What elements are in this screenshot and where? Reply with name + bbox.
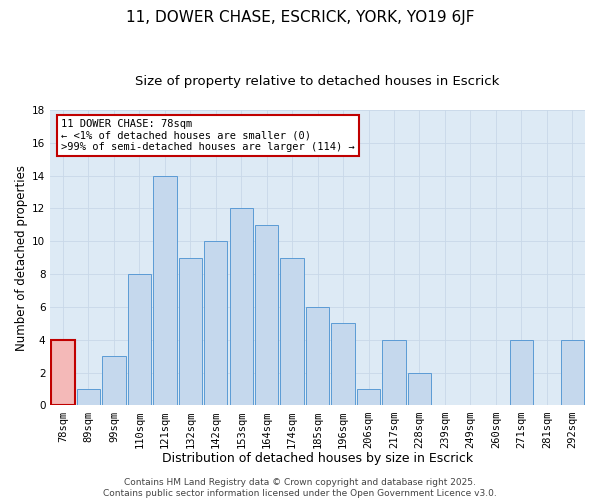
Bar	[179, 258, 202, 406]
Bar	[382, 340, 406, 406]
Bar	[331, 324, 355, 406]
Bar	[306, 307, 329, 406]
Bar	[560, 340, 584, 406]
Text: Contains HM Land Registry data © Crown copyright and database right 2025.
Contai: Contains HM Land Registry data © Crown c…	[103, 478, 497, 498]
Bar	[230, 208, 253, 406]
Bar	[102, 356, 125, 406]
Bar	[509, 340, 533, 406]
Title: Size of property relative to detached houses in Escrick: Size of property relative to detached ho…	[136, 75, 500, 88]
Bar	[408, 372, 431, 406]
Bar	[77, 389, 100, 406]
Y-axis label: Number of detached properties: Number of detached properties	[15, 164, 28, 350]
Bar	[204, 242, 227, 406]
Bar	[128, 274, 151, 406]
Text: 11, DOWER CHASE, ESCRICK, YORK, YO19 6JF: 11, DOWER CHASE, ESCRICK, YORK, YO19 6JF	[126, 10, 474, 25]
Bar	[280, 258, 304, 406]
X-axis label: Distribution of detached houses by size in Escrick: Distribution of detached houses by size …	[162, 452, 473, 465]
Text: 11 DOWER CHASE: 78sqm
← <1% of detached houses are smaller (0)
>99% of semi-deta: 11 DOWER CHASE: 78sqm ← <1% of detached …	[61, 119, 355, 152]
Bar	[51, 340, 75, 406]
Bar	[255, 225, 278, 406]
Bar	[153, 176, 176, 406]
Bar	[357, 389, 380, 406]
